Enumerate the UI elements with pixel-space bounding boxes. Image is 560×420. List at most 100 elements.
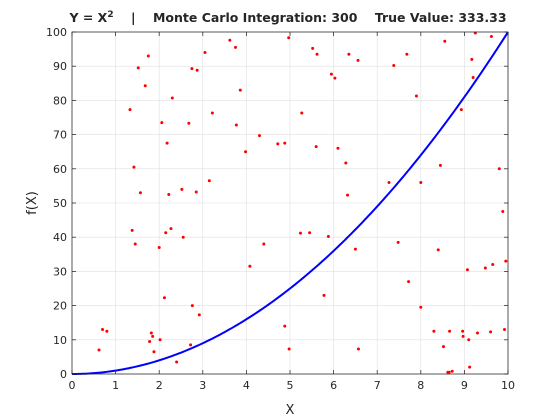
data-point	[311, 46, 315, 50]
data-point	[248, 264, 252, 268]
data-point	[164, 231, 168, 235]
y-tick-label: 0	[60, 368, 67, 381]
data-point	[465, 268, 469, 272]
y-tick-label: 90	[53, 60, 67, 73]
data-point	[407, 280, 411, 284]
data-point	[210, 111, 214, 115]
data-point	[151, 334, 155, 338]
data-point	[432, 329, 436, 333]
data-point	[180, 187, 184, 191]
data-point	[461, 334, 465, 338]
data-point	[356, 347, 360, 351]
chart-title-rest: | Monte Carlo Integration: 300 True Valu…	[114, 10, 507, 25]
data-point	[130, 228, 134, 232]
data-point	[149, 331, 153, 335]
data-point	[167, 192, 171, 196]
data-point	[234, 45, 237, 49]
data-point	[138, 191, 142, 195]
data-point	[189, 343, 193, 347]
data-point	[419, 305, 423, 309]
data-point	[314, 145, 318, 149]
data-point	[396, 240, 400, 244]
data-point	[190, 67, 194, 71]
data-point	[238, 88, 242, 92]
data-point	[459, 108, 463, 112]
data-point	[97, 348, 101, 352]
x-tick-label: 7	[374, 379, 381, 392]
data-point	[160, 121, 164, 125]
data-point	[447, 370, 451, 374]
data-point	[157, 245, 161, 249]
data-point	[128, 108, 132, 112]
x-tick-label: 4	[243, 379, 250, 392]
data-point	[190, 304, 194, 308]
data-point	[501, 210, 505, 214]
y-tick-label: 30	[53, 265, 67, 278]
data-point	[419, 180, 423, 184]
x-tick-label: 2	[156, 379, 163, 392]
data-point	[136, 66, 140, 70]
data-point	[441, 345, 445, 349]
data-point	[146, 54, 150, 58]
y-axis-label: f(X)	[25, 191, 40, 215]
x-axis-label: X	[286, 403, 295, 418]
data-point	[504, 259, 508, 263]
data-point	[165, 141, 169, 145]
data-point	[262, 242, 266, 246]
y-tick-label: 10	[53, 334, 67, 347]
data-point	[152, 350, 156, 354]
data-point	[203, 51, 207, 55]
data-point	[158, 338, 162, 342]
data-point	[322, 293, 326, 297]
data-point	[197, 313, 201, 317]
data-point	[503, 328, 507, 332]
data-point	[356, 58, 360, 62]
y-tick-label: 20	[53, 300, 67, 313]
data-point	[326, 235, 330, 239]
data-point	[244, 150, 248, 154]
data-point	[443, 39, 447, 43]
data-point	[475, 331, 479, 335]
data-point	[346, 193, 350, 197]
data-point	[195, 68, 199, 72]
data-point	[300, 111, 304, 115]
x-tick-label: 5	[287, 379, 294, 392]
data-point	[468, 365, 472, 369]
data-point	[347, 52, 351, 56]
data-point	[470, 57, 474, 61]
data-point	[315, 52, 319, 56]
data-point	[491, 263, 495, 267]
y-tick-label: 70	[53, 129, 67, 142]
data-point	[467, 338, 471, 342]
data-point	[105, 329, 109, 333]
y-tick-label: 50	[53, 197, 67, 210]
y-tick-label: 100	[46, 26, 67, 39]
data-point	[287, 36, 291, 40]
data-point	[438, 163, 442, 167]
data-point	[228, 38, 232, 42]
data-point	[344, 161, 348, 165]
data-point	[450, 369, 454, 373]
curve-line	[71, 31, 509, 375]
data-point	[175, 360, 179, 364]
y-tick-label: 60	[53, 163, 67, 176]
data-point	[101, 328, 105, 332]
x-tick-label: 10	[501, 379, 515, 392]
data-point	[257, 134, 261, 138]
data-point	[329, 72, 333, 76]
data-point	[353, 247, 357, 251]
chart-title-prefix: Y = X	[68, 10, 107, 25]
x-tick-label: 6	[330, 379, 337, 392]
data-point	[489, 34, 493, 38]
y-tick-label: 40	[53, 231, 67, 244]
x-tick-label: 0	[69, 379, 76, 392]
x-tick-label: 3	[199, 379, 206, 392]
data-point	[405, 52, 409, 56]
data-point	[308, 231, 312, 235]
chart-title: Y = X2 | Monte Carlo Integration: 300 Tr…	[68, 10, 506, 25]
data-point	[387, 180, 391, 184]
data-point	[483, 266, 487, 270]
